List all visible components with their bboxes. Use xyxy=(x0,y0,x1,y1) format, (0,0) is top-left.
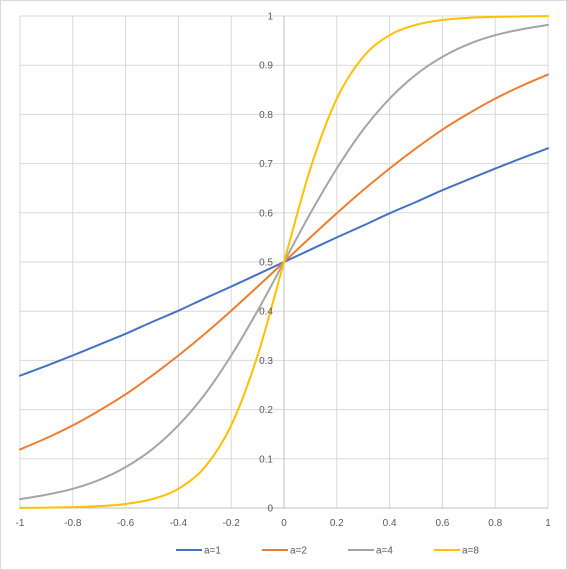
y-tick-label: 1 xyxy=(267,12,273,23)
y-tick-label: 0.6 xyxy=(259,208,273,219)
legend-label: a=8 xyxy=(462,546,479,557)
x-tick-label: -0.6 xyxy=(117,518,135,529)
legend-label: a=1 xyxy=(204,546,221,557)
series-line-a-8 xyxy=(19,15,549,509)
x-tick-label: 1 xyxy=(545,518,551,529)
x-tick-label: -0.8 xyxy=(64,518,82,529)
x-tick-label: 0.8 xyxy=(488,518,502,529)
y-tick-label: 0.1 xyxy=(259,454,273,465)
y-tick-label: 0.8 xyxy=(259,110,273,121)
x-tick-labels: -1 -0.8 -0.6 -0.4 -0.2 0 0.2 0.4 0.6 0.8 1 xyxy=(16,518,552,529)
y-tick-label: 0.7 xyxy=(259,159,273,170)
x-tick-label: -0.4 xyxy=(170,518,188,529)
legend-label: a=2 xyxy=(290,546,307,557)
x-tick-label: 0.2 xyxy=(330,518,344,529)
x-tick-label: -0.2 xyxy=(223,518,241,529)
legend-label: a=4 xyxy=(376,546,393,557)
x-tick-label: 0.4 xyxy=(383,518,397,529)
x-tick-label: 0 xyxy=(281,518,287,529)
y-tick-label: 0.2 xyxy=(259,405,273,416)
series-lines xyxy=(19,15,549,509)
x-tick-label: 0.6 xyxy=(435,518,449,529)
y-tick-label: 0 xyxy=(267,504,273,515)
y-tick-label: 0.3 xyxy=(259,356,273,367)
x-tick-label: -1 xyxy=(16,518,25,529)
y-tick-label: 0.4 xyxy=(259,307,273,318)
y-tick-label: 0.9 xyxy=(259,61,273,72)
legend: a=1 a=2 a=4 a=8 xyxy=(176,546,479,557)
y-tick-label: 0.5 xyxy=(259,258,273,269)
y-tick-labels: 0 0.1 0.2 0.3 0.4 0.5 0.6 0.7 0.8 0.9 1 xyxy=(259,12,273,515)
